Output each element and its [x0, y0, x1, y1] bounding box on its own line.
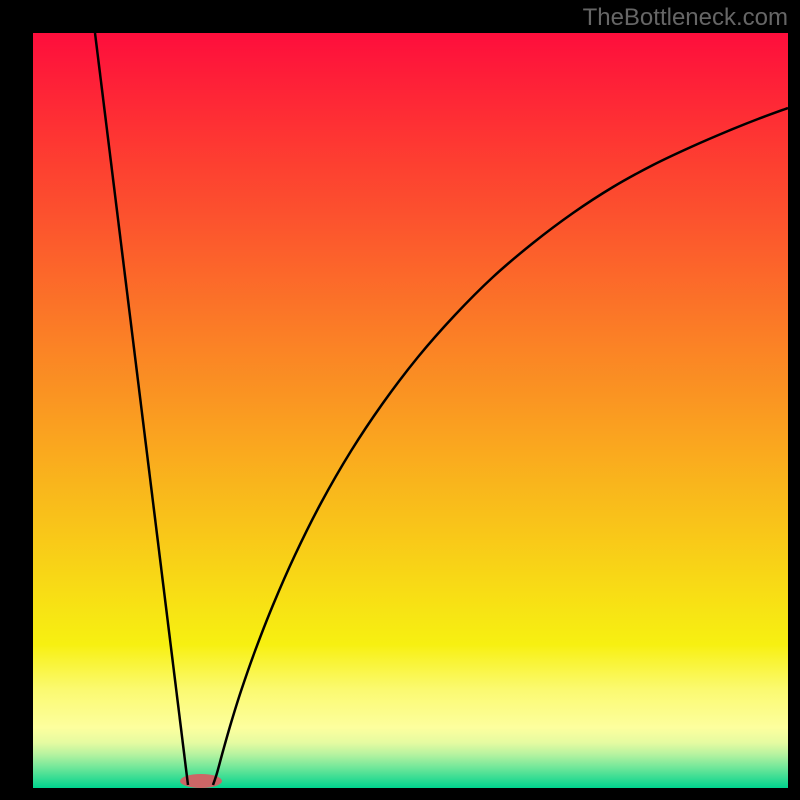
plot-area — [33, 33, 788, 788]
right-curve — [213, 108, 788, 785]
chart-container: TheBottleneck.com — [0, 0, 800, 800]
left-curve — [95, 33, 188, 785]
watermark-text: TheBottleneck.com — [583, 4, 788, 32]
curve-overlay — [33, 33, 788, 788]
